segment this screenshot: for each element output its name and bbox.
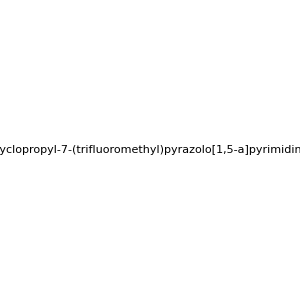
Text: N-cyclopentyl-5-cyclopropyl-7-(trifluoromethyl)pyrazolo[1,5-a]pyrimidine-3-carbo: N-cyclopentyl-5-cyclopropyl-7-(trifluoro… xyxy=(0,145,300,155)
